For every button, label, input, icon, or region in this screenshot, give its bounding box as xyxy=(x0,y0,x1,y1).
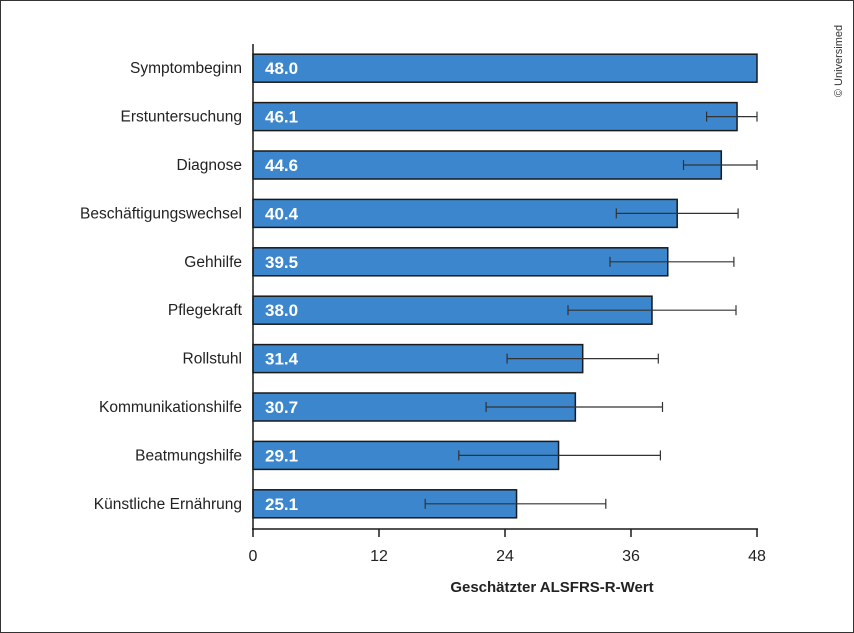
value-label: 48.0 xyxy=(265,59,298,78)
category-label: Symptombeginn xyxy=(130,60,242,77)
error-bar xyxy=(705,111,758,122)
category-labels-group: Symptombeginn Erstuntersuchung Diagnose Bes… xyxy=(80,60,243,513)
value-label: 31.4 xyxy=(265,350,299,369)
x-tick-label: 36 xyxy=(622,548,640,565)
category-label: Rollstuhl xyxy=(183,351,242,368)
category-label: Beschäftigungswechsel xyxy=(80,205,242,222)
value-label: 40.4 xyxy=(265,204,299,223)
error-bar xyxy=(458,450,662,461)
value-label: 25.1 xyxy=(265,495,298,514)
value-label: 46.1 xyxy=(265,108,298,127)
x-tick-label: 24 xyxy=(496,548,514,565)
bar xyxy=(252,53,758,83)
bar xyxy=(252,198,678,229)
error-bar xyxy=(682,160,758,170)
error-bar xyxy=(567,305,737,316)
value-label: 44.6 xyxy=(265,156,298,175)
error-bar xyxy=(424,498,607,509)
value-label: 29.1 xyxy=(265,446,298,465)
value-label: 30.7 xyxy=(265,398,298,417)
category-label: Erstuntersuchung xyxy=(121,109,243,126)
x-axis-title: Geschätzter ALSFRS-R-Wert xyxy=(450,579,653,596)
category-label: Diagnose xyxy=(177,157,243,174)
bar xyxy=(252,101,738,132)
value-label: 39.5 xyxy=(265,253,298,272)
bar xyxy=(252,247,669,277)
category-label: Pflegekraft xyxy=(168,302,243,319)
x-tick-label: 0 xyxy=(249,548,258,565)
value-label: 38.0 xyxy=(265,301,298,320)
category-label: Kommunikationshilfe xyxy=(99,399,242,416)
error-bar xyxy=(609,256,735,267)
x-ticks-group: 0 12 24 36 48 xyxy=(249,529,766,565)
x-tick-label: 12 xyxy=(370,548,388,565)
category-label: Künstliche Ernährung xyxy=(94,496,242,513)
error-bars-group xyxy=(424,111,758,509)
copyright-label: © Universimed xyxy=(833,25,845,97)
error-bar xyxy=(615,208,739,219)
category-label: Gehhilfe xyxy=(184,254,242,271)
x-tick-label: 48 xyxy=(748,548,766,565)
value-labels-group: 48.0 46.1 44.6 40.4 39.5 38.0 31.4 30.7 29.1 25.1 xyxy=(265,59,299,514)
bars-group xyxy=(252,53,758,519)
error-bar xyxy=(485,402,664,412)
category-label: Beatmungshilfe xyxy=(135,447,242,464)
bar xyxy=(252,150,723,180)
error-bar xyxy=(506,353,659,364)
